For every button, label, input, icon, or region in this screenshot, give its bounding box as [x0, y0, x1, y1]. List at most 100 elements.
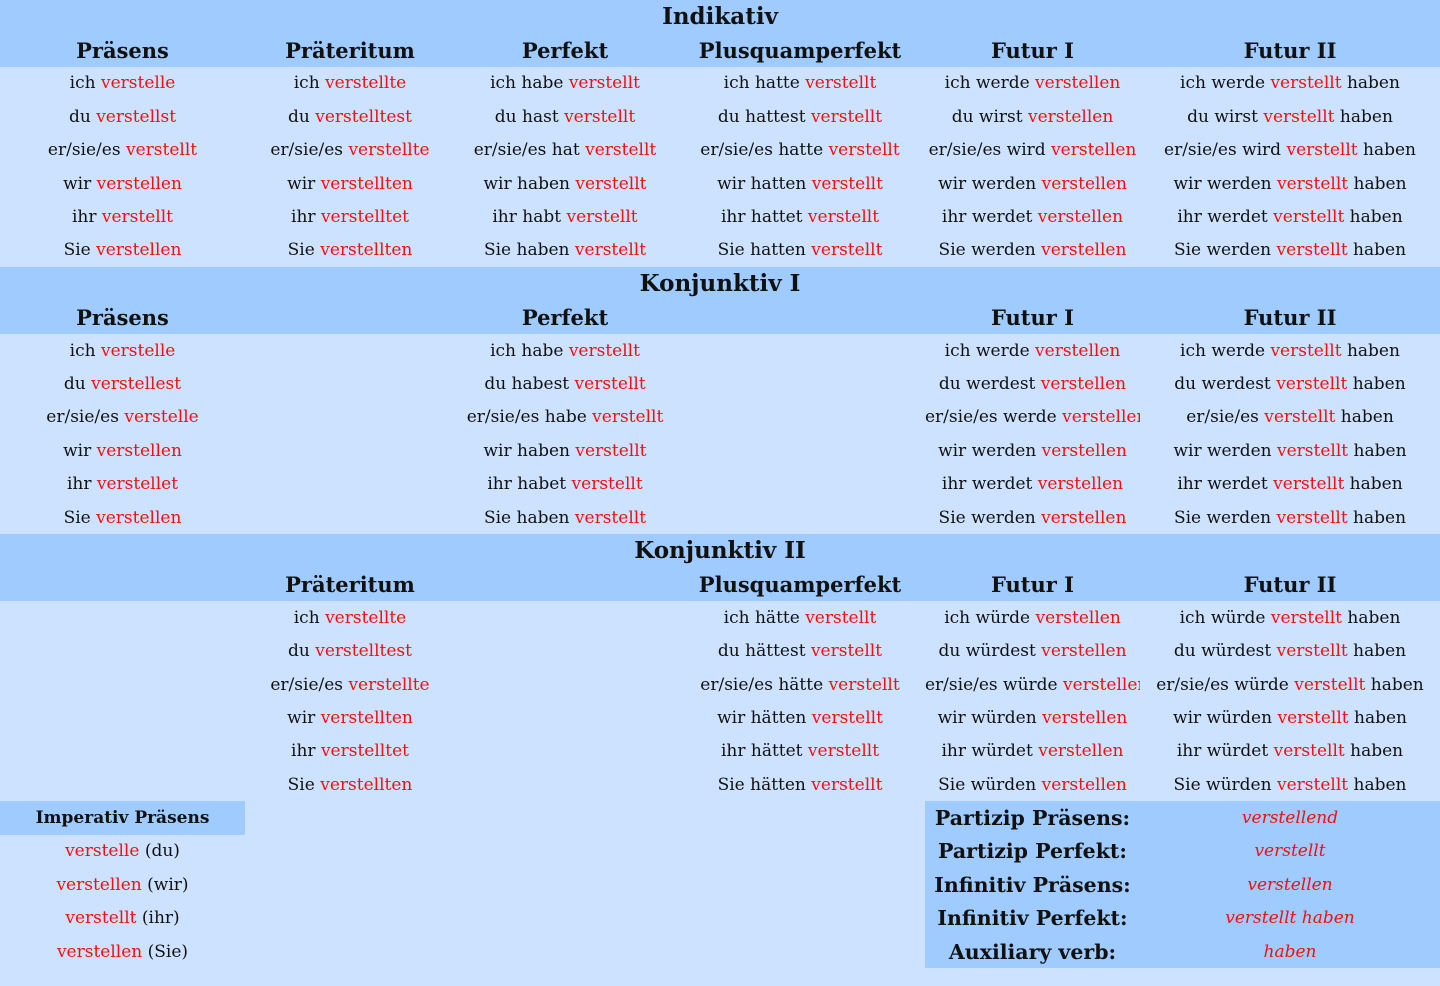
conjugation-cell: ihr verstellet [0, 467, 245, 500]
verb-form: verstellt [1270, 607, 1343, 628]
pronoun-text: ihr werdet [1177, 474, 1274, 495]
conjugation-cell [455, 634, 675, 667]
verb-form: verstelle [100, 340, 176, 361]
verb-form: verstelle [65, 841, 140, 862]
table-row: wir verstellen wir verstellten wir haben v… [0, 167, 1440, 200]
pronoun-text: du hättest [717, 641, 811, 662]
table-row: Imperativ Präsens Partizip Präsens: verste… [0, 801, 1440, 835]
verb-form: verstellt [1294, 674, 1366, 695]
conjugation-cell [455, 668, 675, 701]
imperativ-cell: verstellt (ihr) [0, 902, 245, 935]
pronoun-text: ich werde [1180, 340, 1271, 361]
verb-form: verstelltest [315, 106, 412, 127]
pronoun-text: er/sie/es hätte [700, 674, 829, 695]
conjugation-cell [675, 401, 925, 434]
conjugation-cell [245, 334, 455, 367]
conjugation-cell: ihr werdet verstellt haben [1140, 200, 1440, 233]
conjugation-cell: ihr habet verstellt [455, 467, 675, 500]
verb-form: verstellt [125, 140, 198, 161]
form-label: Partizip Perfekt: [925, 834, 1140, 869]
conjugation-cell [675, 367, 925, 400]
conjugation-cell: er/sie/es würde verstellt haben [1140, 668, 1440, 701]
tense-header: Präteritum [245, 567, 455, 602]
tense-header: Präsens [0, 300, 245, 334]
pronoun-text: ich [69, 73, 101, 94]
verb-form: verstellt [1277, 440, 1349, 461]
table-row: Sie verstellten Sie hätten verstellt Sie w… [0, 768, 1440, 801]
pronoun-text: ihr werdet [1177, 207, 1274, 228]
conjugation-cell: du verstelltest [245, 634, 455, 667]
pronoun-text: er/sie/es [1186, 407, 1265, 428]
auxiliary-text: haben [1344, 207, 1403, 228]
conjugation-cell: Sie werden verstellt haben [1140, 501, 1440, 534]
tense-header: Futur I [925, 300, 1140, 334]
verb-form: verstellt [807, 741, 880, 762]
conjugation-cell: Sie haben verstellt [455, 234, 675, 267]
pronoun-text: du würdest [938, 641, 1042, 662]
auxiliary-text: haben [1348, 173, 1407, 194]
verb-form: verstellt [574, 240, 647, 261]
auxiliary-text: haben [1365, 674, 1424, 695]
empty-cell [675, 801, 925, 834]
pronoun-text: ich [293, 73, 326, 94]
auxiliary-text: haben [1347, 373, 1406, 394]
verb-form: verstellt [1276, 240, 1348, 261]
pronoun-text: du werdest [938, 373, 1041, 394]
conjugation-cell: du würdest verstellt haben [1140, 634, 1440, 667]
verb-form: verstellt [828, 674, 900, 695]
verb-form: verstellt [1270, 73, 1342, 94]
auxiliary-text: haben [1342, 607, 1401, 628]
auxiliary-text: haben [1357, 140, 1416, 161]
conjugation-cell: Sie haben verstellt [455, 501, 675, 534]
auxiliary-text: haben [1348, 707, 1407, 728]
pronoun-text: ihr [291, 741, 321, 762]
conjugation-cell: wir verstellen [0, 167, 245, 200]
verb-form: verstellt [574, 373, 646, 394]
conjugation-cell [455, 768, 675, 801]
pronoun-text: er/sie/es hatte [700, 140, 829, 161]
table-row: verstelle (du) Partizip Perfekt: verstellt [0, 834, 1440, 869]
pronoun-text: du [288, 106, 316, 127]
conjugation-cell [245, 367, 455, 400]
auxiliary-text: haben [1348, 440, 1407, 461]
verb-form: verstellen [1041, 507, 1127, 528]
verb-form: verstellt [65, 908, 137, 929]
conjugation-cell: er/sie/es hat verstellt [455, 134, 675, 167]
verb-form: verstellen [1063, 674, 1140, 695]
verb-form: verstellen [1062, 407, 1140, 428]
verb-form: verstellen [1041, 240, 1127, 261]
verb-form: verstellt [566, 207, 638, 228]
verb-form: verstellen [1037, 207, 1124, 228]
pronoun-text: wir [63, 173, 97, 194]
indikativ-title-row: Indikativ [0, 0, 1440, 34]
conjugation-cell: du würdest verstellen [925, 634, 1140, 667]
indikativ-tense-row: Präsens Präteritum Perfekt Plusquamperfekt F… [0, 33, 1440, 67]
conjugation-cell: wir verstellten [245, 167, 455, 200]
auxiliary-text: haben [1344, 741, 1404, 762]
form-label: Infinitiv Perfekt: [925, 901, 1140, 935]
conjugation-cell: ihr verstelltet [245, 735, 455, 768]
conjugation-cell [0, 634, 245, 667]
pronoun-text: ich werde [944, 340, 1036, 361]
tense-header [0, 567, 245, 602]
pronoun-text: er/sie/es würde [1156, 674, 1295, 695]
conjugation-cell: ihr würdet verstellt haben [1140, 735, 1440, 768]
conjugation-cell [675, 334, 925, 367]
conjugation-cell: du verstellest [0, 367, 245, 400]
form-value-cell: verstellen [1140, 868, 1440, 902]
form-value: verstellt haben [1225, 908, 1355, 929]
pronoun-text: ihr würdet [941, 741, 1039, 762]
pronoun-text: du würdest [1173, 641, 1277, 662]
verb-form: verstellst [96, 106, 177, 127]
pronoun-text: wir werden [938, 440, 1042, 461]
pronoun-text: ich würde [1179, 607, 1271, 628]
pronoun-text: Sie [287, 240, 321, 261]
verb-form: verstellt [1273, 474, 1345, 495]
pronoun-text: (du) [139, 841, 180, 862]
conjugation-cell: ihr würdet verstellen [925, 735, 1140, 768]
conjugation-cell: du hattest verstellt [675, 100, 925, 133]
verb-form: verstellen [1041, 440, 1127, 461]
pronoun-text: wir würden [937, 707, 1043, 728]
conjugation-cell: Sie werden verstellen [925, 501, 1140, 534]
